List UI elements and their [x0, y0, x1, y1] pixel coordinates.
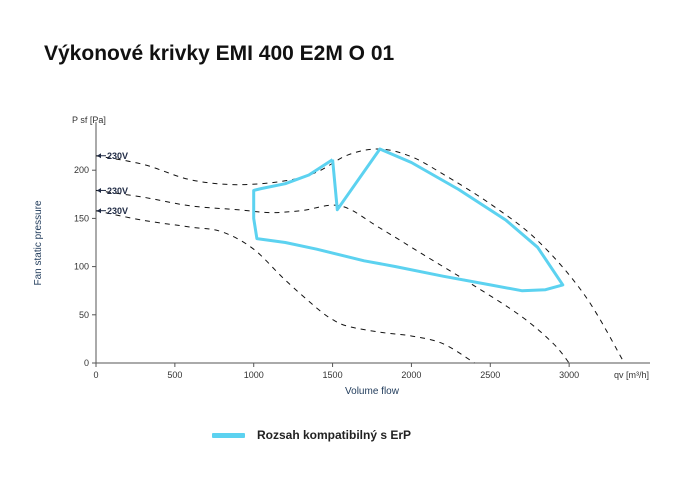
axis-ticks: 0 500 1000 1500 2000 2500 3000 0 50 100 150 200 [74, 165, 579, 380]
x-tick-label: 3000 [559, 370, 579, 380]
curve-label: 230V [107, 186, 128, 196]
y-tick-label: 100 [74, 262, 89, 272]
legend-label: Rozsah kompatibilný s ErP [257, 428, 412, 442]
legend: Rozsah kompatibilný s ErP [212, 428, 411, 442]
curve-labels: 230V 230V 230V [97, 151, 128, 216]
y-axis-title: Fan static pressure [33, 200, 44, 285]
x-tick-label: 2000 [401, 370, 421, 380]
curve-label: 230V [107, 206, 128, 216]
x-tick-label: 0 [93, 370, 98, 380]
y-tick-label: 150 [74, 213, 89, 223]
x-unit-label: qv [m³/h] [614, 370, 649, 380]
fan-curve-1 [95, 148, 625, 364]
x-tick-label: 1000 [244, 370, 264, 380]
y-tick-label: 200 [74, 165, 89, 175]
x-tick-label: 2500 [480, 370, 500, 380]
erp-range-curve [252, 147, 565, 293]
fan-curve-3 [95, 210, 475, 364]
x-tick-label: 500 [167, 370, 182, 380]
y-tick-label: 50 [79, 310, 89, 320]
chart-title: Výkonové krivky EMI 400 E2M O 01 [44, 42, 395, 65]
x-tick-label: 1500 [323, 370, 343, 380]
x-axis-title: Volume flow [345, 386, 400, 397]
legend-swatch [212, 432, 245, 438]
curve-label: 230V [107, 151, 128, 161]
plot-area [95, 147, 625, 364]
arrow-head-icon [97, 187, 101, 193]
arrow-head-icon [97, 153, 101, 159]
y-tick-label: 0 [84, 358, 89, 368]
y-unit-label: P sf [Pa] [72, 115, 106, 125]
arrow-head-icon [97, 208, 101, 214]
